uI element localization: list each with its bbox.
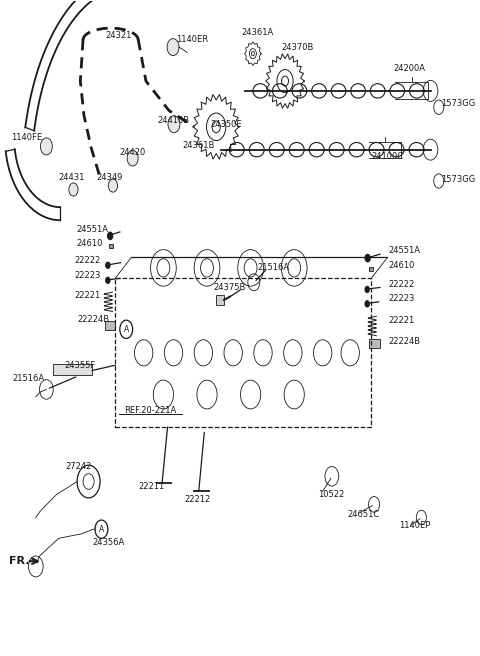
Text: 22223: 22223	[74, 271, 101, 280]
Text: FR.: FR.	[10, 556, 30, 566]
FancyBboxPatch shape	[53, 364, 92, 375]
Text: 24355F: 24355F	[65, 361, 96, 370]
Text: 1140ER: 1140ER	[176, 35, 208, 44]
Circle shape	[108, 179, 118, 192]
Text: 24551A: 24551A	[76, 225, 108, 234]
Text: 24349: 24349	[96, 173, 122, 182]
Text: 24100C: 24100C	[372, 152, 404, 161]
Text: 22224B: 22224B	[77, 315, 109, 324]
Text: 22222: 22222	[388, 279, 415, 289]
Bar	[216, 295, 225, 305]
Circle shape	[40, 138, 52, 155]
Text: 24551A: 24551A	[388, 247, 420, 255]
Text: 22221: 22221	[74, 291, 101, 300]
Text: 24375B: 24375B	[214, 283, 246, 292]
Text: A: A	[124, 325, 129, 334]
Text: REF.20-221A: REF.20-221A	[124, 407, 177, 415]
Circle shape	[365, 254, 371, 262]
Text: 24410B: 24410B	[157, 115, 190, 125]
Circle shape	[69, 183, 78, 196]
Text: 22223: 22223	[388, 294, 415, 303]
Circle shape	[168, 115, 180, 133]
Circle shape	[106, 277, 110, 283]
Text: 21516A: 21516A	[12, 375, 44, 384]
Text: 24321: 24321	[105, 31, 132, 40]
Text: 24200A: 24200A	[394, 64, 426, 73]
Circle shape	[365, 300, 370, 307]
Text: 1140FE: 1140FE	[11, 133, 42, 142]
Text: 22211: 22211	[139, 482, 165, 491]
Text: 1140EP: 1140EP	[399, 521, 430, 530]
Circle shape	[127, 150, 138, 166]
Text: 22221: 22221	[388, 316, 415, 325]
Bar	[105, 321, 115, 330]
Text: 27242: 27242	[65, 462, 92, 471]
Text: 24356A: 24356A	[92, 538, 124, 546]
Bar	[369, 267, 373, 271]
Text: 22222: 22222	[74, 256, 101, 265]
Text: 24431: 24431	[58, 173, 84, 182]
Bar	[109, 245, 113, 249]
Text: 1573GG: 1573GG	[441, 175, 475, 184]
Text: 24350E: 24350E	[210, 119, 242, 129]
Text: 24361A: 24361A	[241, 28, 273, 37]
Circle shape	[167, 39, 179, 56]
Text: 24651C: 24651C	[347, 510, 379, 519]
Text: 24370B: 24370B	[281, 43, 313, 52]
Text: 1573GG: 1573GG	[441, 100, 475, 108]
Bar	[370, 339, 380, 348]
Circle shape	[108, 232, 113, 240]
Text: 24610: 24610	[77, 239, 103, 247]
Circle shape	[106, 262, 110, 268]
Text: 24361B: 24361B	[182, 140, 215, 150]
Text: 21516A: 21516A	[257, 264, 289, 272]
Text: 10522: 10522	[318, 490, 344, 499]
Text: A: A	[99, 525, 104, 534]
Text: 24420: 24420	[119, 148, 145, 157]
Circle shape	[365, 286, 370, 293]
Text: 24610: 24610	[388, 262, 415, 270]
Text: 22224B: 22224B	[388, 337, 420, 346]
Text: 22212: 22212	[185, 495, 211, 504]
